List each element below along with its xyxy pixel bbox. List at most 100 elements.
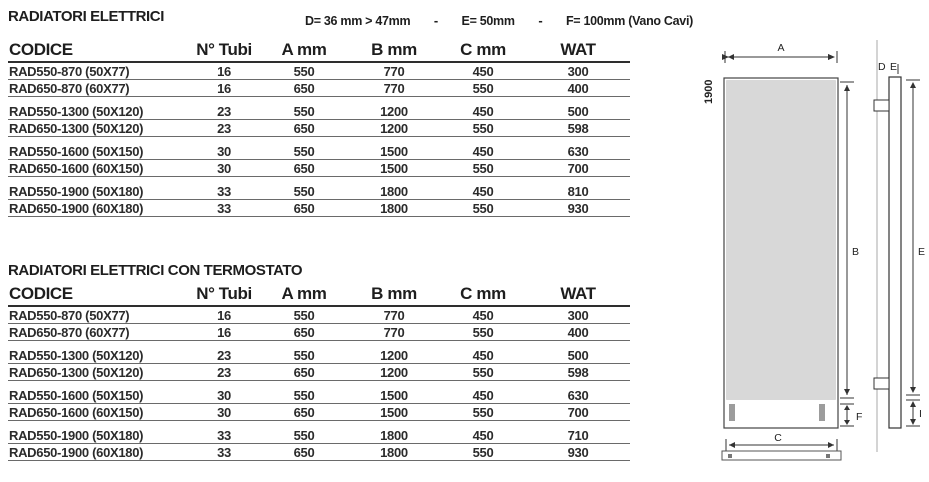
table-row-group: RAD550-870 (50X77) 16 550 770 450 300 RAD650-8… <box>8 63 630 97</box>
cell-value: 700 <box>567 160 589 176</box>
cell-value: 23 <box>217 103 231 119</box>
cell-value: 700 <box>567 404 589 420</box>
cell-value: 23 <box>217 347 231 363</box>
cell-codice: RAD650-1600 (60X150) <box>9 160 144 176</box>
arrowhead-down <box>844 389 850 395</box>
cell-value: 650 <box>293 364 315 380</box>
cell-value: 1500 <box>380 404 408 420</box>
dim-d-label: D <box>878 61 886 73</box>
cell-value: 30 <box>217 160 231 176</box>
cell-value: 930 <box>567 200 589 216</box>
table-header-row: CODICE N° Tubi A mm B mm C mm WAT <box>8 283 630 307</box>
radiator-dimension-diagram: 1900 A B F C D E E I <box>703 40 925 461</box>
mount-clip-bottom <box>873 377 890 390</box>
cell-value: 550 <box>293 143 315 159</box>
cell-value: 630 <box>567 387 589 403</box>
arrowhead-down <box>910 387 916 393</box>
arrowhead-up <box>844 405 850 410</box>
table-row-group: RAD550-1300 (50X120) 23 550 1200 450 500 RAD65… <box>8 347 630 381</box>
cell-value: 650 <box>293 324 315 340</box>
table-row: RAD650-870 (60X77) 16 650 770 550 400 <box>8 324 630 341</box>
cell-codice: RAD650-1900 (60X180) <box>9 444 144 460</box>
cell-value: 810 <box>567 183 589 199</box>
column-header-wat: WAT <box>560 284 596 303</box>
wall-bracket-bar <box>721 450 842 461</box>
front-foot-right <box>819 404 825 421</box>
arrowhead-up <box>910 82 916 88</box>
cell-value: 650 <box>293 404 315 420</box>
cell-codice: RAD650-870 (60X77) <box>9 80 130 96</box>
cell-value: 1800 <box>380 183 408 199</box>
cell-value: 1500 <box>380 387 408 403</box>
table-row: RAD550-870 (50X77) 16 550 770 450 300 <box>8 63 630 80</box>
cell-value: 650 <box>293 80 315 96</box>
table-row: RAD650-1900 (60X180) 33 650 1800 550 930 <box>8 444 630 461</box>
section-title-radiatori-elettrici: RADIATORI ELETTRICI <box>8 8 165 25</box>
dim-b-label: B <box>852 246 859 258</box>
column-header-b: B mm <box>371 284 417 303</box>
cell-codice: RAD550-870 (50X77) <box>9 307 130 323</box>
dim-separator: - <box>433 13 438 28</box>
cell-codice: RAD650-1900 (60X180) <box>9 200 144 216</box>
cell-value: 400 <box>567 80 589 96</box>
cell-value: 650 <box>293 120 315 136</box>
cell-value: 1800 <box>380 427 408 443</box>
cell-value: 550 <box>293 183 315 199</box>
arrowhead-up <box>844 85 850 91</box>
dim-d-label: D= 36 mm > 47mm <box>305 13 411 28</box>
cell-value: 650 <box>293 160 315 176</box>
table-radiatori-elettrici: CODICE N° Tubi A mm B mm C mm WAT RAD550… <box>8 39 630 217</box>
cell-value: 450 <box>472 387 494 403</box>
cell-value: 1200 <box>380 364 408 380</box>
cell-value: 550 <box>472 444 494 460</box>
table-row: RAD550-1900 (50X180) 33 550 1800 450 810 <box>8 183 630 200</box>
cell-value: 33 <box>217 200 231 216</box>
table-row: RAD650-1300 (50X120) 23 650 1200 550 598 <box>8 120 630 137</box>
table-row: RAD650-870 (60X77) 16 650 770 550 400 <box>8 80 630 97</box>
table-body: RAD550-870 (50X77) 16 550 770 450 300 RAD650-8… <box>8 307 630 461</box>
table-row: RAD550-1300 (50X120) 23 550 1200 450 500 <box>8 347 630 364</box>
table-row: RAD650-1600 (60X150) 30 650 1500 550 700 <box>8 160 630 177</box>
cell-codice: RAD550-1300 (50X120) <box>9 347 144 363</box>
cell-codice: RAD550-870 (50X77) <box>9 63 130 79</box>
cell-value: 550 <box>472 160 494 176</box>
cell-value: 450 <box>472 427 494 443</box>
cell-value: 450 <box>472 143 494 159</box>
column-header-c: C mm <box>460 284 506 303</box>
cell-codice: RAD550-1900 (50X180) <box>9 427 144 443</box>
cell-value: 30 <box>217 387 231 403</box>
table-row: RAD650-1900 (60X180) 33 650 1800 550 930 <box>8 200 630 217</box>
cell-value: 770 <box>383 80 405 96</box>
dimension-legend: D= 36 mm > 47mm - E= 50mm - F= 100mm (Va… <box>305 13 693 28</box>
cell-codice: RAD550-1900 (50X180) <box>9 183 144 199</box>
dim-f-label: F= 100mm (Vano Cavi) <box>565 13 693 28</box>
column-header-tubi: N° Tubi <box>196 284 252 303</box>
dim-f-label: F <box>856 411 862 423</box>
cell-value: 450 <box>472 347 494 363</box>
table-row: RAD550-1300 (50X120) 23 550 1200 450 500 <box>8 103 630 120</box>
table-row-group: RAD550-1600 (50X150) 30 550 1500 450 630 RAD65… <box>8 387 630 421</box>
cell-value: 770 <box>383 307 405 323</box>
cell-value: 1200 <box>380 347 408 363</box>
dim-side-bottom-label: I <box>919 408 922 420</box>
arrowhead-left <box>728 54 734 60</box>
cell-value: 23 <box>217 120 231 136</box>
cell-value: 450 <box>472 103 494 119</box>
cell-value: 650 <box>293 200 315 216</box>
cell-codice: RAD550-1600 (50X150) <box>9 143 144 159</box>
cell-value: 500 <box>567 103 589 119</box>
table-row-group: RAD550-1900 (50X180) 33 550 1800 450 710 RAD65… <box>8 427 630 461</box>
arrowhead-down <box>910 419 916 425</box>
table-radiatori-termostato: CODICE N° Tubi A mm B mm C mm WAT RAD550… <box>8 283 630 461</box>
cell-value: 33 <box>217 444 231 460</box>
cell-value: 598 <box>567 120 589 136</box>
cell-value: 550 <box>472 364 494 380</box>
cell-codice: RAD550-1300 (50X120) <box>9 103 144 119</box>
cell-codice: RAD650-1300 (50X120) <box>9 120 144 136</box>
column-header-codice: CODICE <box>9 40 73 59</box>
cell-value: 30 <box>217 404 231 420</box>
cell-value: 16 <box>217 324 231 340</box>
column-header-tubi: N° Tubi <box>196 40 252 59</box>
dim-separator: - <box>538 13 543 28</box>
cell-value: 550 <box>293 307 315 323</box>
